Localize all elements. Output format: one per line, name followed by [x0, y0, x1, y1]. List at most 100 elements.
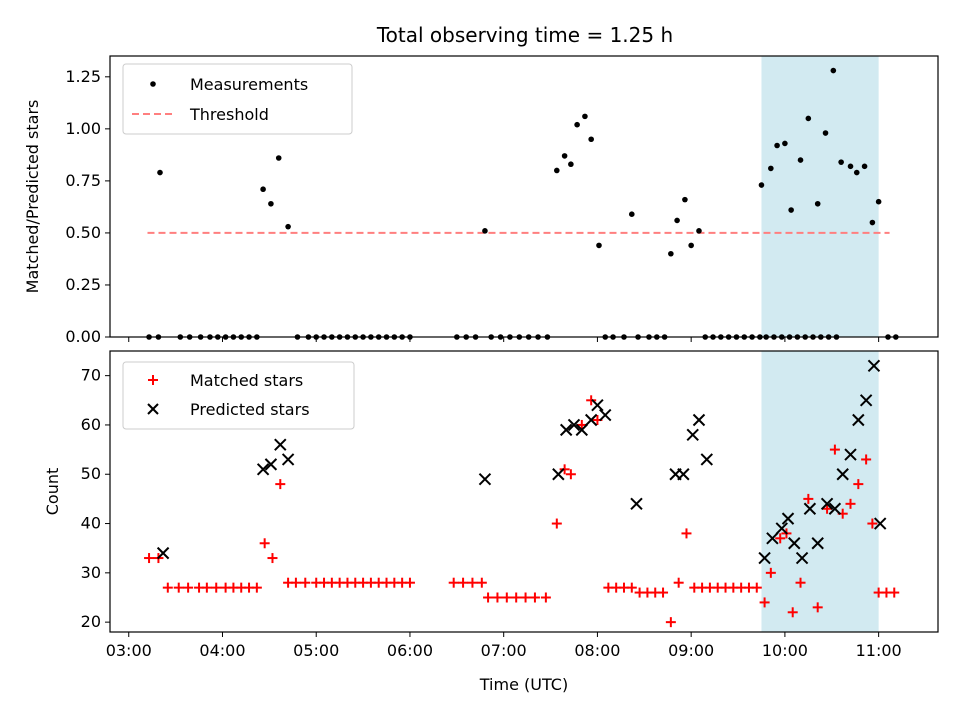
measurement-point — [561, 153, 568, 159]
top-y-tick-label: 0.00 — [65, 327, 101, 346]
matched-star-point — [404, 577, 415, 588]
bottom-x-tick-label: 07:00 — [481, 641, 527, 660]
top-legend: Measurements Threshold — [122, 63, 353, 135]
bottom-x-tick-label: 04:00 — [199, 641, 245, 660]
predicted-star-point — [552, 468, 565, 481]
predicted-star-point — [852, 413, 865, 427]
matched-star-point — [673, 577, 684, 588]
bottom-legend: Matched stars Predicted stars — [122, 361, 355, 430]
matched-star-point — [559, 464, 570, 475]
matched-star-point — [803, 493, 814, 504]
predicted-star-point — [591, 399, 604, 412]
measurement-point — [674, 217, 680, 224]
matched-star-point — [290, 577, 301, 588]
legend-marker-measurements — [150, 81, 156, 87]
matched-star-point — [751, 582, 762, 593]
matched-star-point — [511, 592, 522, 603]
bottom-y-ticks: 20 30 40 50 60 70 — [81, 366, 110, 631]
matched-star-point — [251, 582, 262, 593]
matched-star-point — [300, 577, 311, 588]
matched-star-point — [483, 592, 494, 603]
bottom-legend-box — [122, 361, 355, 430]
predicted-star-point — [478, 472, 492, 486]
measurement-point — [797, 157, 804, 163]
measurement-point — [768, 165, 774, 172]
predicted-star-point — [803, 502, 817, 515]
matched-star-point — [551, 518, 562, 529]
measurement-point — [157, 169, 163, 176]
top-y-tick-label: 0.50 — [65, 223, 101, 242]
bottom-y-axis-label: Count — [43, 468, 62, 516]
bottom-y-tick-label: 50 — [81, 464, 101, 483]
predicted-star-point — [775, 522, 788, 535]
matched-star-point — [529, 592, 540, 603]
bottom-y-tick-label: 20 — [81, 612, 101, 631]
matched-star-point — [144, 553, 155, 564]
matched-star-points — [144, 395, 900, 628]
predicted-star-point — [274, 438, 287, 451]
top-highlight-band — [761, 56, 879, 337]
matched-star-point — [540, 592, 551, 603]
matched-star-point — [665, 617, 676, 628]
predicted-star-point — [700, 453, 713, 466]
matched-star-point — [183, 582, 194, 593]
predicted-star-point — [867, 359, 881, 372]
measurement-point — [688, 242, 694, 249]
predicted-star-point — [559, 423, 573, 437]
predicted-star-point — [264, 458, 278, 471]
bottom-y-tick-label: 30 — [81, 563, 101, 582]
bottom-x-tick-label: 08:00 — [574, 641, 620, 660]
measurement-point — [596, 242, 602, 249]
predicted-star-point — [692, 413, 706, 427]
measurement-point — [814, 200, 821, 207]
matched-star-point — [162, 582, 173, 593]
measurement-point — [482, 228, 488, 234]
measurement-point — [869, 219, 876, 226]
bottom-y-tick-label: 40 — [81, 514, 101, 533]
measurement-point — [568, 161, 574, 168]
predicted-star-point — [630, 497, 643, 511]
matched-star-point — [845, 498, 856, 509]
matched-star-point — [867, 518, 878, 529]
matched-star-point — [765, 567, 776, 578]
matched-star-point — [275, 479, 286, 490]
bottom-x-tick-label: 11:00 — [856, 641, 902, 660]
measurement-point — [554, 167, 560, 174]
bottom-x-tick-label: 06:00 — [387, 641, 433, 660]
bottom-axes-frame — [109, 350, 939, 633]
predicted-star-point — [766, 532, 779, 545]
matched-star-point — [681, 528, 692, 539]
bottom-x-ticks: 03:00 04:00 05:00 06:00 07:00 08:00 09:00 10:00… — [106, 632, 902, 660]
matched-star-point — [267, 553, 278, 564]
matched-star-point — [853, 479, 864, 490]
legend-marker-predicted — [147, 403, 159, 415]
measurement-point — [861, 163, 868, 170]
measurement-point — [774, 142, 780, 149]
legend-label-predicted: Predicted stars — [190, 400, 310, 419]
measurement-point — [805, 115, 812, 122]
predicted-star-point — [686, 428, 699, 442]
measurement-point — [838, 159, 844, 165]
measurement-point — [758, 182, 765, 188]
predicted-star-point — [256, 463, 270, 476]
matched-star-point — [658, 587, 669, 598]
predicted-star-point — [836, 468, 849, 481]
legend-label-matched: Matched stars — [190, 371, 303, 390]
measurement-point — [822, 130, 829, 136]
matched-star-point — [586, 395, 597, 406]
predicted-star-point — [844, 448, 857, 461]
top-legend-box — [122, 63, 353, 135]
chart-title: Total observing time = 1.25 h — [376, 23, 673, 47]
predicted-star-point — [281, 453, 295, 466]
predicted-star-point — [677, 468, 690, 481]
bottom-x-tick-label: 10:00 — [762, 641, 808, 660]
bottom-panel: 20 30 40 50 60 70 03:00 04:00 05:00 06:00 07:00 08… — [43, 350, 939, 694]
matched-star-point — [458, 577, 469, 588]
matched-star-point — [448, 577, 459, 588]
bottom-x-tick-label: 09:00 — [668, 641, 714, 660]
bottom-x-tick-label: 05:00 — [293, 641, 339, 660]
measurement-point — [285, 223, 291, 230]
legend-label-measurements: Measurements — [190, 75, 308, 94]
predicted-star-point — [828, 502, 842, 515]
